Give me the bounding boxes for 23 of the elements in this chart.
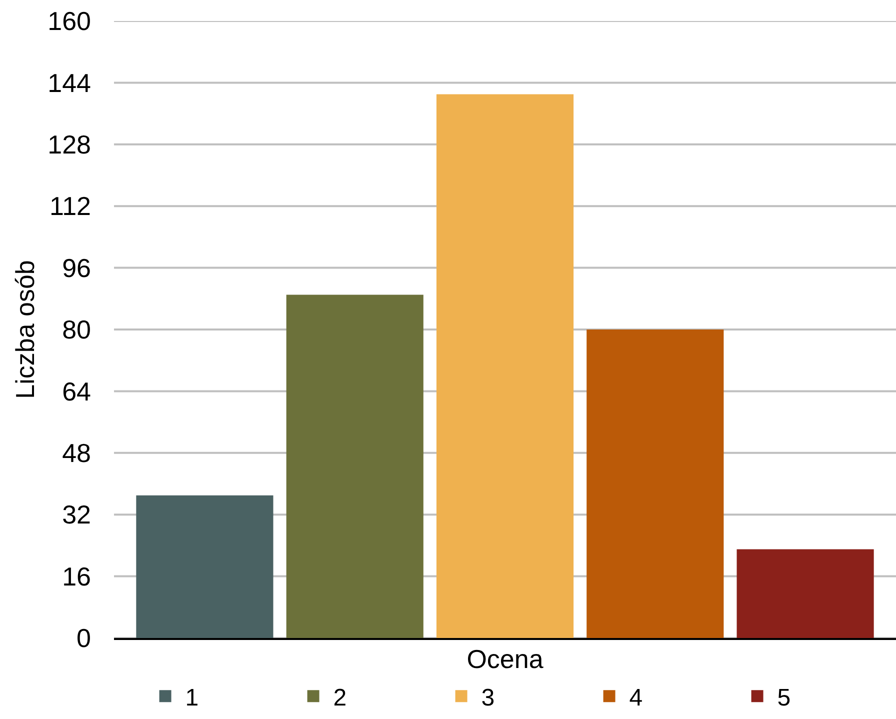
- legend-label: 3: [481, 684, 495, 712]
- bar: [286, 294, 424, 638]
- y-tick-label: 160: [48, 6, 91, 36]
- y-tick-label: 32: [62, 500, 91, 530]
- legend-label: 1: [185, 684, 199, 712]
- legend-label: 5: [777, 684, 791, 712]
- y-axis-title: Liczba osób: [10, 260, 40, 399]
- y-tick-label: 0: [76, 623, 91, 654]
- bar: [136, 495, 274, 638]
- bar: [436, 94, 574, 638]
- bar: [736, 549, 874, 638]
- legend-label: 4: [629, 684, 643, 712]
- y-tick-label: 96: [62, 252, 91, 283]
- y-tick-label: 16: [62, 561, 91, 592]
- y-tick-label: 112: [50, 191, 91, 222]
- y-tick-label: 64: [62, 376, 91, 406]
- y-tick-label: 128: [48, 130, 91, 160]
- legend-label: 2: [333, 684, 347, 712]
- bar: [586, 330, 724, 638]
- y-tick-label: 48: [62, 438, 91, 468]
- y-tick-label: 144: [48, 68, 91, 98]
- y-tick-label: 80: [62, 314, 91, 345]
- x-axis-title: Ocena: [466, 644, 544, 674]
